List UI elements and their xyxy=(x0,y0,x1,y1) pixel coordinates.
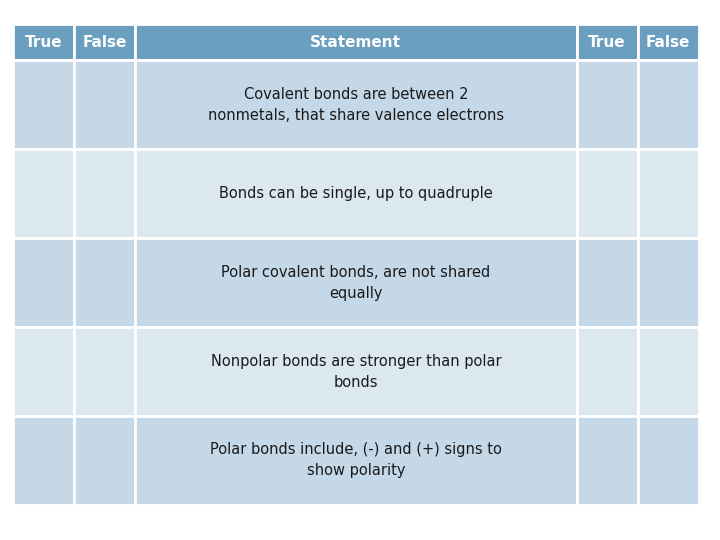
Bar xyxy=(577,416,638,505)
Bar xyxy=(135,238,577,327)
Bar xyxy=(638,327,698,416)
Bar xyxy=(74,24,135,60)
Text: True: True xyxy=(24,35,63,50)
Bar xyxy=(638,149,698,238)
Bar xyxy=(135,24,577,60)
Bar xyxy=(74,327,135,416)
Bar xyxy=(13,416,74,505)
Bar xyxy=(135,327,577,416)
Bar xyxy=(135,60,577,149)
Text: Statement: Statement xyxy=(310,35,401,50)
Text: Nonpolar bonds are stronger than polar
bonds: Nonpolar bonds are stronger than polar b… xyxy=(210,354,501,389)
Bar xyxy=(74,238,135,327)
Bar xyxy=(638,238,698,327)
Text: Bonds can be single, up to quadruple: Bonds can be single, up to quadruple xyxy=(219,186,492,201)
Bar xyxy=(577,149,638,238)
Bar xyxy=(638,60,698,149)
Bar xyxy=(577,327,638,416)
Text: Polar covalent bonds, are not shared
equally: Polar covalent bonds, are not shared equ… xyxy=(221,265,490,301)
Text: Polar bonds include, (-) and (+) signs to
show polarity: Polar bonds include, (-) and (+) signs t… xyxy=(210,442,502,478)
Bar xyxy=(74,416,135,505)
Bar xyxy=(638,416,698,505)
Text: False: False xyxy=(82,35,127,50)
Text: True: True xyxy=(588,35,626,50)
Bar xyxy=(13,60,74,149)
Bar xyxy=(577,60,638,149)
Bar xyxy=(13,327,74,416)
Text: False: False xyxy=(646,35,690,50)
Bar xyxy=(577,24,638,60)
Bar xyxy=(74,60,135,149)
Bar xyxy=(13,24,74,60)
Bar xyxy=(74,149,135,238)
Bar xyxy=(638,24,698,60)
Bar xyxy=(13,149,74,238)
Text: Covalent bonds are between 2
nonmetals, that share valence electrons: Covalent bonds are between 2 nonmetals, … xyxy=(208,87,504,123)
Bar xyxy=(577,238,638,327)
Bar xyxy=(135,149,577,238)
Bar xyxy=(13,238,74,327)
Bar xyxy=(135,416,577,505)
